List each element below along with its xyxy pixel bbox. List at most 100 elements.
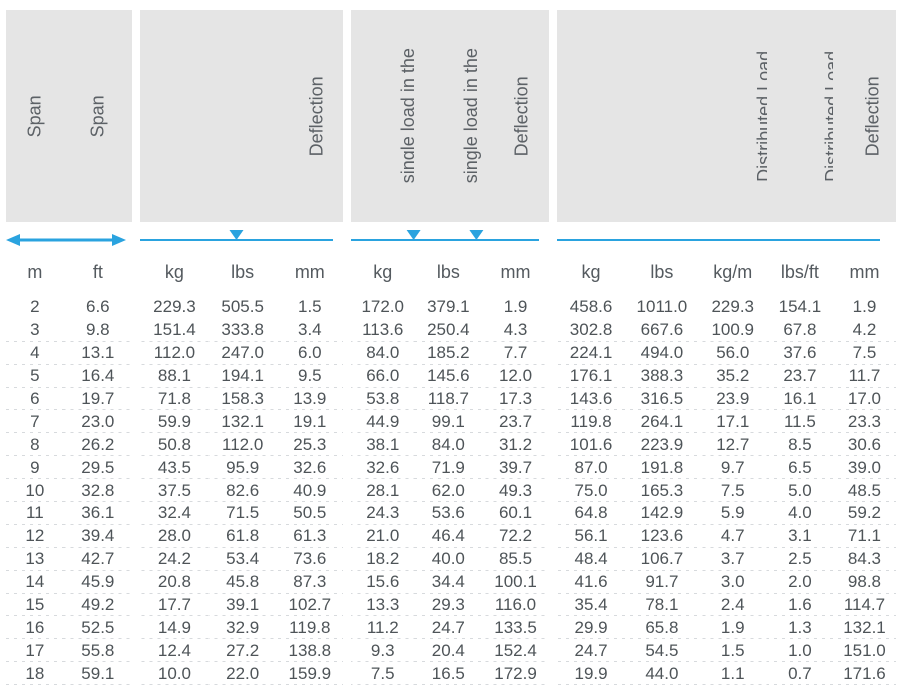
column-group-spacer (343, 222, 351, 248)
cell: 106.7 (625, 548, 698, 571)
cell: 17.1 (699, 410, 767, 433)
column-group-spacer (549, 342, 557, 365)
cell: 23.7 (482, 410, 548, 433)
cell: 23.9 (699, 388, 767, 411)
cell: 41.6 (557, 571, 625, 594)
header-row: SpanSpanCentral Single LoadCentral Singl… (6, 10, 896, 222)
column-unit: kg (140, 248, 208, 296)
cell: 49.3 (482, 479, 548, 502)
column-group-spacer (343, 410, 351, 433)
column-group-spacer (132, 296, 140, 319)
cell: 112.0 (140, 342, 208, 365)
cell: 388.3 (625, 365, 698, 388)
column-group-spacer (132, 502, 140, 525)
cell: 17.7 (140, 594, 208, 617)
cell: 16.1 (767, 388, 833, 411)
cell: 102.7 (277, 594, 343, 617)
cell: 11.7 (833, 365, 896, 388)
cell: 11 (6, 502, 64, 525)
cell: 13 (6, 548, 64, 571)
column-group-spacer (549, 616, 557, 639)
column-group-spacer (132, 248, 140, 296)
cell: 60.1 (482, 502, 548, 525)
cell: 32.6 (277, 456, 343, 479)
cell: 191.8 (625, 456, 698, 479)
cell: 46.4 (414, 525, 482, 548)
table-row: 929.543.595.932.632.671.939.787.0191.89.… (6, 456, 896, 479)
cell: 21.0 (351, 525, 414, 548)
column-group-spacer (343, 10, 351, 222)
cell: 133.5 (482, 616, 548, 639)
column-group-spacer (132, 10, 140, 222)
column-group-spacer (132, 222, 140, 248)
column-group-spacer (343, 248, 351, 296)
cell: 42.7 (64, 548, 132, 571)
column-group-spacer (132, 662, 140, 685)
column-unit: mm (833, 248, 896, 296)
cell: 229.3 (140, 296, 208, 319)
units-row: mftkglbsmmkglbsmmkglbskg/mlbs/ftmm (6, 248, 896, 296)
column-group-spacer (343, 296, 351, 319)
cell: 39.7 (482, 456, 548, 479)
column-group-spacer (343, 639, 351, 662)
cell: 44.0 (625, 662, 698, 685)
load-diagram-icon (140, 222, 343, 248)
table-row: 723.059.9132.119.144.999.123.7119.8264.1… (6, 410, 896, 433)
column-group-spacer (549, 319, 557, 342)
cell: 151.4 (140, 319, 208, 342)
cell: 119.8 (557, 410, 625, 433)
cell: 11.5 (767, 410, 833, 433)
cell: 7.5 (699, 479, 767, 502)
cell: 145.6 (414, 365, 482, 388)
column-unit: mm (482, 248, 548, 296)
cell: 13.3 (351, 594, 414, 617)
cell: 29.5 (64, 456, 132, 479)
cell: 65.8 (625, 616, 698, 639)
cell: 132.1 (209, 410, 277, 433)
table-row: 1755.812.427.2138.89.320.4152.424.754.51… (6, 639, 896, 662)
column-header-label: Deflection (306, 76, 327, 156)
cell: 176.1 (557, 365, 625, 388)
column-group-spacer (132, 548, 140, 571)
column-group-spacer (343, 456, 351, 479)
cell: 16.4 (64, 365, 132, 388)
cell: 50.8 (140, 433, 208, 456)
cell: 53.6 (414, 502, 482, 525)
cell: 2.5 (767, 548, 833, 571)
cell: 19.1 (277, 410, 343, 433)
cell: 194.1 (209, 365, 277, 388)
cell: 264.1 (625, 410, 698, 433)
column-unit: lbs (625, 248, 698, 296)
cell: 1.3 (767, 616, 833, 639)
cell: 59.1 (64, 662, 132, 685)
cell: 8.5 (767, 433, 833, 456)
cell: 22.0 (209, 662, 277, 685)
cell: 29.3 (414, 594, 482, 617)
cell: 56.0 (699, 342, 767, 365)
table-row: 1445.920.845.887.315.634.4100.141.691.73… (6, 571, 896, 594)
cell: 224.1 (557, 342, 625, 365)
cell: 100.1 (482, 571, 548, 594)
column-header: single load in thethird points (414, 10, 482, 222)
cell: 250.4 (414, 319, 482, 342)
column-header: Distributed Load Total (625, 10, 698, 222)
cell: 13.1 (64, 342, 132, 365)
column-unit: lbs/ft (767, 248, 833, 296)
cell: 71.1 (833, 525, 896, 548)
column-group-spacer (549, 410, 557, 433)
cell: 6.6 (64, 296, 132, 319)
cell: 66.0 (351, 365, 414, 388)
column-group-spacer (549, 388, 557, 411)
column-header: Central Single Load (140, 10, 208, 222)
cell: 4.3 (482, 319, 548, 342)
cell: 2 (6, 296, 64, 319)
column-group-spacer (343, 571, 351, 594)
column-header-label: Span (25, 95, 46, 137)
column-group-spacer (132, 594, 140, 617)
column-header: Deflection (482, 10, 548, 222)
cell: 50.5 (277, 502, 343, 525)
column-group-spacer (549, 525, 557, 548)
column-group-spacer (549, 502, 557, 525)
cell: 67.8 (767, 319, 833, 342)
cell: 87.0 (557, 456, 625, 479)
